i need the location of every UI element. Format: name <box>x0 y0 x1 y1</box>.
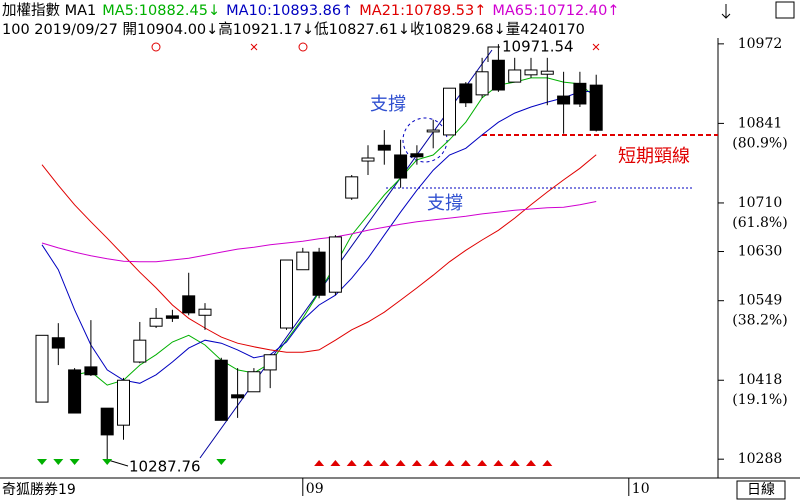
legend-entry: MA21:10789.53↑ <box>359 3 486 19</box>
candle-body <box>508 69 522 83</box>
neckline-label: 短期頸線 <box>618 146 690 167</box>
candle-body <box>198 308 212 316</box>
ma-line <box>41 201 597 263</box>
legend-entry: MA65:10712.40↑ <box>492 3 619 19</box>
source-label: 奇狐勝券19 <box>2 481 76 498</box>
sell-signal <box>216 459 227 465</box>
support-label: 支撐 <box>427 193 463 214</box>
index-name: 加權指數 MA1 <box>2 2 96 19</box>
period-button[interactable] <box>736 480 786 500</box>
y-tick-label: 10630 <box>738 244 783 260</box>
candle-body <box>589 84 603 131</box>
candle-body <box>491 59 505 91</box>
candle-body <box>263 354 277 371</box>
candle-body <box>443 87 456 136</box>
candle-body <box>214 359 228 421</box>
candle-body <box>231 394 245 399</box>
buy-signal <box>411 460 422 466</box>
sell-signal <box>69 459 80 465</box>
scroll-icon[interactable] <box>721 4 731 19</box>
candle-body <box>377 144 391 151</box>
candle-body <box>165 315 179 319</box>
candle-body <box>296 251 310 271</box>
x-tick-label: 09 <box>306 481 324 497</box>
candle-body <box>35 334 49 403</box>
candle-body <box>117 379 130 426</box>
buy-signal <box>460 460 471 466</box>
buy-signal <box>444 460 455 466</box>
sell-signal <box>102 459 113 465</box>
candle-body <box>475 71 489 96</box>
candle-body <box>426 129 440 133</box>
candle-body <box>410 153 424 158</box>
buy-signal <box>477 460 488 466</box>
candle-body <box>459 83 473 104</box>
ma-line <box>41 90 597 384</box>
buy-signal <box>395 460 406 466</box>
legend-entry: MA5:10882.45↓ <box>102 3 220 19</box>
buy-signal <box>542 460 553 466</box>
signal-o <box>151 42 161 52</box>
buy-signal <box>379 460 390 466</box>
fib-label: (80.9%) <box>732 135 787 151</box>
candle-body <box>280 259 293 329</box>
candle-body <box>573 82 587 105</box>
buy-signal <box>330 460 341 466</box>
info-line: 100 2019/09/27 開10904.00↓高10921.17↓低1082… <box>2 21 585 38</box>
y-tick-label: 10841 <box>738 115 783 131</box>
buy-signal <box>314 460 325 466</box>
period-label[interactable]: 日線 <box>747 482 775 498</box>
fib-label: (61.8%) <box>732 215 787 231</box>
candle-body <box>394 154 408 179</box>
candle-body <box>247 371 261 393</box>
candle-body <box>345 176 359 199</box>
header: 加權指數 MA1 MA5:10882.45↓ MA10:10893.86↑ MA21:… <box>2 2 619 19</box>
high-leader <box>487 46 500 62</box>
candle-body <box>182 295 196 314</box>
candle-body <box>540 70 554 75</box>
sell-signal <box>53 459 64 465</box>
candle-body <box>149 317 163 327</box>
support-label: 支撐 <box>370 94 406 115</box>
candle-body <box>524 69 538 76</box>
y-tick-label: 10710 <box>738 195 783 211</box>
signal-o <box>298 42 308 52</box>
low-label: 10287.76 <box>129 458 201 476</box>
signal-x <box>250 43 258 51</box>
y-tick-label: 10972 <box>738 36 783 52</box>
candle-body <box>328 236 342 293</box>
buy-signal <box>363 460 373 466</box>
y-tick-label: 10288 <box>738 451 783 467</box>
candle-body <box>133 339 147 363</box>
candle-body <box>84 366 98 376</box>
candle-body <box>312 251 326 296</box>
candle-body <box>68 369 82 414</box>
ma-line <box>41 154 597 353</box>
buy-signal <box>509 460 520 466</box>
candle-body <box>361 157 375 162</box>
candle-body <box>100 407 114 436</box>
low-leader <box>107 459 129 467</box>
fib-label: (19.1%) <box>732 392 787 408</box>
y-tick-label: 10418 <box>738 372 783 388</box>
legend-entry: MA10:10893.86↑ <box>226 3 353 19</box>
y-tick-label: 10549 <box>738 293 783 309</box>
buy-signal <box>493 460 504 466</box>
buy-signal <box>346 460 357 466</box>
legend: MA5:10882.45↓ MA10:10893.86↑ MA21:10789.53… <box>102 3 619 19</box>
high-label: 10971.54 <box>502 38 574 56</box>
fib-label: (38.2%) <box>732 313 787 329</box>
buy-signal <box>428 460 439 466</box>
candle-body <box>51 337 65 349</box>
support-circle <box>402 117 448 163</box>
sell-signal <box>37 459 47 465</box>
candle-body <box>557 95 571 105</box>
buy-signal <box>526 460 536 466</box>
signal-x <box>592 43 600 51</box>
x-tick-label: 10 <box>632 481 650 497</box>
window-icon[interactable] <box>775 1 795 19</box>
